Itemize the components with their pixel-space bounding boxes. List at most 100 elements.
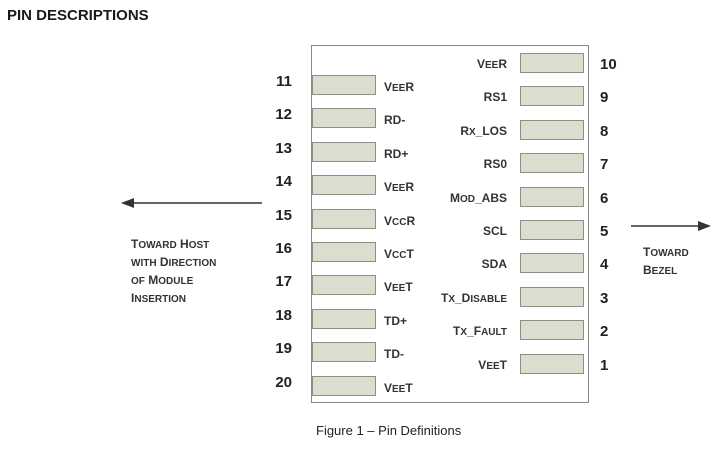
pin-signal-name: TD-	[384, 347, 404, 361]
text-run: EE	[392, 383, 406, 395]
pin-number: 1	[600, 356, 609, 374]
pin-number: 2	[600, 323, 609, 341]
pin-signal-name: VEET	[384, 280, 413, 294]
text-run: EE	[484, 60, 499, 71]
pad-pin-18	[312, 308, 376, 329]
text-run: RD-	[384, 113, 406, 128]
pad-pin-20	[312, 375, 376, 396]
pin-signal-name: MOD_ABS	[450, 191, 507, 205]
pad-pin-5	[520, 220, 584, 240]
pin-number: 11	[276, 73, 292, 90]
text-run: R	[405, 80, 415, 94]
pin-number: 9	[600, 89, 609, 107]
text-run: OD	[459, 193, 475, 205]
text-run: SDA	[481, 257, 507, 272]
text-run: OWARD	[138, 240, 177, 251]
pad-pin-2	[520, 320, 584, 341]
text-run: R	[460, 123, 469, 138]
pin-signal-name: VEET	[478, 358, 507, 372]
text-run: ODULE	[158, 276, 194, 287]
direction-line: OF MODULE	[131, 272, 216, 290]
toward-host-label: TOWARD HOST WITH DIRECTION OF MODULE INSERT…	[131, 236, 216, 308]
text-run: EE	[392, 183, 406, 195]
pin-signal-name: TD+	[384, 314, 407, 328]
pin-number: 15	[275, 206, 292, 224]
text-run: EZEL	[651, 266, 678, 277]
pin-number: 7	[600, 156, 609, 174]
text-run: R	[405, 180, 415, 195]
text-run: M	[144, 273, 159, 287]
text-run: WITH	[131, 258, 157, 269]
text-run: X	[460, 327, 468, 339]
pad-pin-3	[520, 286, 584, 307]
text-run: OST	[188, 240, 210, 251]
pad-pin-10	[520, 53, 584, 73]
pin-signal-name: VCCT	[384, 247, 414, 261]
text-run: EE	[392, 83, 406, 94]
text-run: D	[156, 255, 169, 269]
pin-signal-name: SDA	[482, 257, 507, 271]
figure-caption: Figure 1 – Pin Definitions	[316, 423, 462, 438]
pin-signal-name: RX_LOS	[460, 124, 507, 138]
text-run: EE	[486, 360, 500, 372]
text-run: T	[405, 380, 413, 395]
pin-signal-name: VEER	[477, 57, 507, 71]
pin-number: 12	[275, 106, 292, 124]
text-run: V	[384, 280, 393, 295]
pin-signal-name: VEER	[384, 180, 414, 194]
pad-pin-12	[312, 108, 376, 129]
text-run: I	[131, 291, 135, 305]
text-run: IRECTION	[168, 258, 217, 269]
pin-number: 20	[275, 373, 292, 391]
pad-pin-7	[520, 153, 584, 174]
direction-line: WITH DIRECTION	[131, 254, 216, 272]
pin-number: 8	[600, 122, 609, 140]
text-run: T	[643, 245, 651, 259]
left-arrow-icon	[121, 198, 262, 208]
text-run: M	[449, 190, 460, 205]
pin-number: 6	[600, 189, 609, 207]
text-run: OF	[131, 276, 145, 287]
pin-number: 14	[275, 173, 292, 191]
direction-line: INSERTION	[131, 290, 216, 308]
text-run: V	[384, 247, 393, 261]
text-run: RD+	[384, 146, 409, 161]
pin-signal-name: RS1	[484, 90, 507, 104]
text-run: TD+	[384, 313, 408, 328]
text-run: CC	[392, 216, 407, 228]
direction-line: TOWARD HOST	[131, 236, 216, 254]
pad-pin-1	[520, 353, 584, 374]
text-run: V	[384, 380, 393, 395]
text-run: SCL	[483, 224, 507, 238]
text-run: H	[176, 237, 189, 251]
text-run: V	[384, 80, 393, 94]
text-run: _F	[467, 324, 482, 339]
pin-number: 4	[600, 256, 609, 274]
pin-number: 16	[275, 240, 292, 257]
text-run: _LOS	[475, 123, 507, 138]
pad-pin-11	[312, 75, 376, 95]
text-run: T	[453, 324, 461, 339]
pin-signal-name: SCL	[483, 224, 507, 238]
pad-pin-15	[312, 208, 376, 229]
text-run: V	[478, 357, 487, 372]
pad-pin-14	[312, 175, 376, 196]
pad-pin-9	[520, 86, 584, 107]
text-run: T	[406, 247, 414, 261]
pad-pin-19	[312, 342, 376, 363]
text-run: V	[384, 180, 393, 195]
pin-signal-name: RD+	[384, 147, 408, 161]
pad-pin-13	[312, 141, 376, 162]
text-run: RS0	[483, 157, 507, 172]
pin-number: 17	[275, 273, 292, 291]
text-run: R	[498, 57, 507, 71]
text-run: CC	[392, 250, 407, 261]
text-run: AULT	[481, 327, 507, 339]
text-run: B	[643, 263, 652, 277]
pad-pin-8	[520, 119, 584, 140]
text-run: T	[499, 357, 507, 372]
direction-line: TOWARD	[643, 244, 689, 262]
text-run: V	[476, 57, 485, 71]
text-run: EE	[392, 283, 406, 295]
pin-number: 13	[275, 139, 292, 157]
